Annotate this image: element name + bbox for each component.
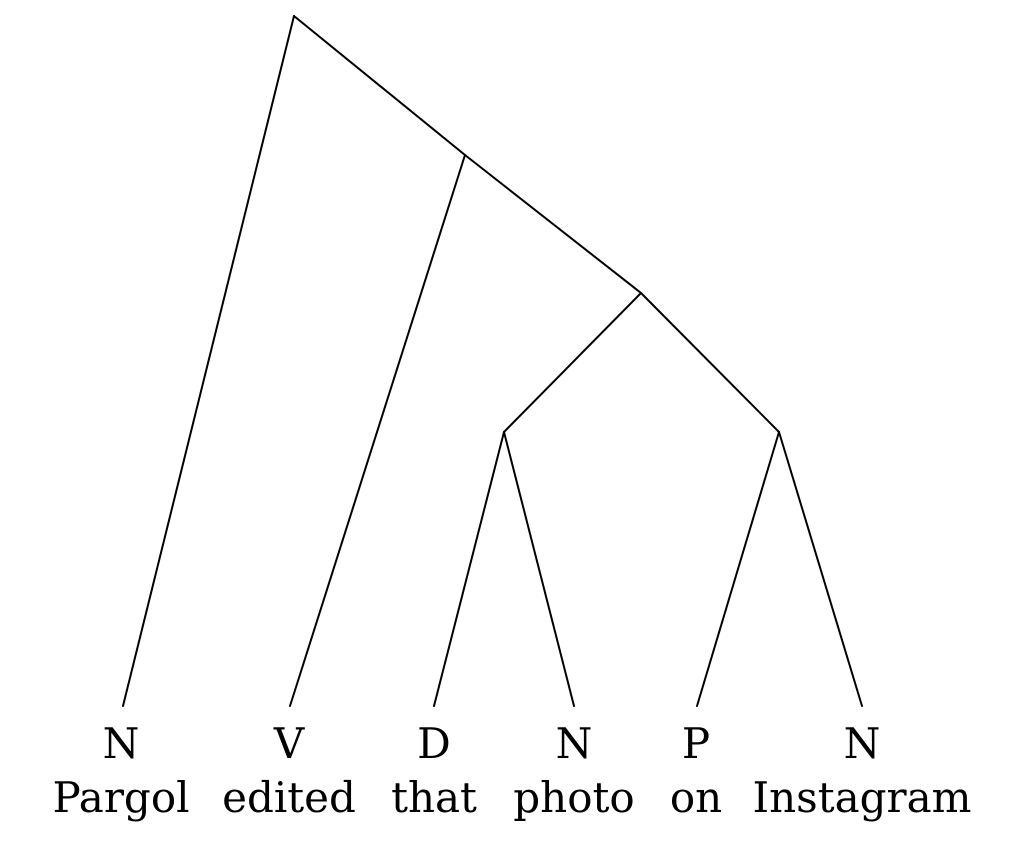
branch-object-to-dp bbox=[503, 292, 642, 433]
branch-root-to-vp bbox=[293, 15, 466, 156]
leaf-on: P on bbox=[670, 719, 722, 822]
category-label: N bbox=[556, 719, 593, 768]
category-label: N bbox=[103, 719, 140, 768]
leaf-nodes: N Pargol V edited D that N photo P on N … bbox=[52, 719, 971, 822]
leaf-photo: N photo bbox=[513, 719, 634, 822]
leaf-that: D that bbox=[391, 719, 477, 822]
branch-vp-to-v-edited bbox=[289, 154, 466, 707]
leaf-pargol: N Pargol bbox=[52, 719, 189, 822]
word-label: photo bbox=[513, 773, 634, 822]
tree-branches bbox=[122, 15, 863, 707]
word-label: edited bbox=[222, 773, 356, 822]
branch-pp-to-p-on bbox=[696, 431, 780, 707]
branch-object-to-pp bbox=[640, 292, 780, 433]
branch-vp-to-object-node bbox=[464, 154, 642, 294]
category-label: V bbox=[273, 719, 305, 768]
leaf-edited: V edited bbox=[222, 719, 356, 822]
branch-dp-to-d-that bbox=[433, 431, 505, 707]
branch-pp-to-n-instagram bbox=[778, 431, 863, 707]
word-label: Pargol bbox=[52, 773, 189, 822]
category-label: P bbox=[682, 719, 710, 768]
leaf-instagram: N Instagram bbox=[753, 719, 972, 822]
branch-dp-to-n-photo bbox=[503, 431, 575, 707]
word-label: that bbox=[391, 773, 477, 822]
branch-root-to-n-pargol bbox=[122, 15, 295, 707]
word-label: on bbox=[670, 773, 722, 822]
category-label: N bbox=[844, 719, 881, 768]
category-label: D bbox=[417, 719, 451, 768]
word-label: Instagram bbox=[753, 773, 972, 822]
